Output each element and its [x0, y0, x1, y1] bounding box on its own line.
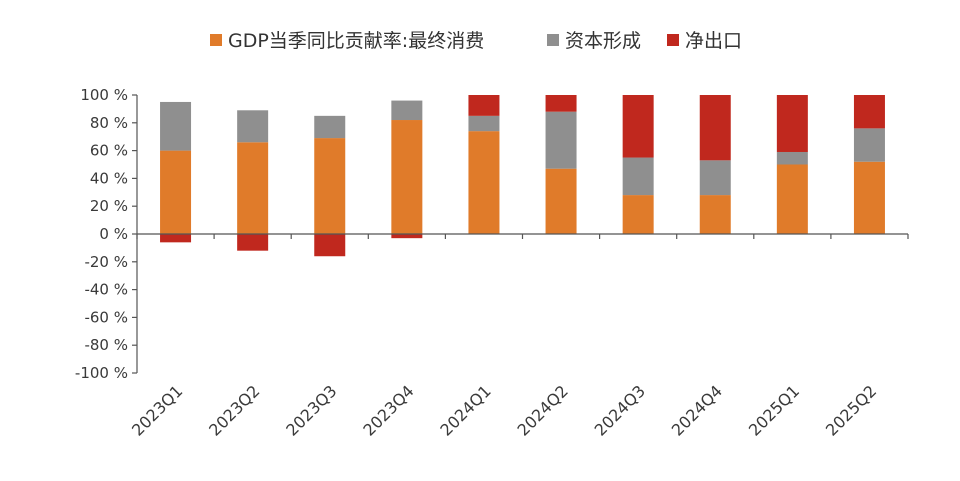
x-tick-label: 2024Q1	[436, 381, 494, 439]
legend-swatch-2	[547, 34, 559, 46]
x-tick-label: 2023Q4	[359, 381, 417, 439]
y-tick-label: 80 %	[90, 114, 128, 132]
bar-segment-3-2023Q2	[237, 234, 269, 251]
y-tick-label: 60 %	[90, 142, 128, 160]
bar-segment-1-2024Q4	[699, 195, 731, 234]
bar-segment-2-2025Q2	[853, 128, 885, 162]
y-tick-label: -80 %	[84, 336, 128, 354]
bar-segment-2-2024Q4	[699, 160, 731, 196]
x-tick-label: 2025Q2	[822, 381, 880, 439]
legend-swatch-1	[210, 34, 222, 46]
x-tick-label: 2024Q3	[591, 381, 649, 439]
y-tick-label: -40 %	[84, 281, 128, 299]
bar-segment-3-2023Q3	[314, 234, 346, 257]
bar-group-2025Q2	[853, 95, 885, 234]
y-tick-label: 100 %	[80, 86, 128, 104]
bar-segment-1-2025Q1	[776, 164, 808, 234]
x-tick-label: 2023Q3	[282, 381, 340, 439]
bar-segment-1-2023Q1	[160, 150, 192, 234]
bar-group-2023Q1	[160, 101, 192, 243]
x-tick-label: 2024Q4	[668, 381, 726, 439]
legend-label-3: 净出口	[685, 30, 742, 52]
bar-segment-2-2024Q2	[545, 111, 577, 169]
x-axis: 2023Q1 2023Q2 2023Q3 2023Q4 2024Q1 2024Q2 2024…	[128, 233, 909, 440]
legend-label-2: 资本形成	[565, 30, 641, 52]
bars	[160, 95, 885, 257]
bar-group-2024Q4	[699, 95, 731, 234]
bar-segment-3-2023Q1	[160, 234, 192, 243]
bar-segment-2-2023Q4	[391, 100, 423, 121]
y-tick-label: 20 %	[90, 197, 128, 215]
bar-group-2023Q3	[314, 115, 346, 257]
x-tick-label: 2023Q2	[205, 381, 263, 439]
bar-segment-1-2024Q1	[468, 131, 500, 234]
bar-segment-3-2024Q4	[699, 95, 731, 161]
bar-segment-2-2024Q1	[468, 115, 500, 132]
bar-segment-3-2024Q3	[622, 95, 654, 158]
bar-segment-3-2023Q4	[391, 234, 423, 239]
bar-segment-2-2023Q2	[237, 110, 269, 143]
bar-segment-3-2025Q1	[776, 95, 808, 152]
bar-segment-1-2023Q3	[314, 138, 346, 234]
bar-group-2024Q2	[545, 95, 577, 234]
y-tick-label: -100 %	[75, 364, 128, 382]
bar-segment-2-2023Q3	[314, 115, 346, 139]
bar-segment-2-2025Q1	[776, 151, 808, 165]
bar-segment-1-2024Q2	[545, 168, 577, 234]
bar-segment-3-2024Q2	[545, 95, 577, 112]
bar-segment-2-2023Q1	[160, 101, 192, 151]
bar-group-2024Q3	[622, 95, 654, 234]
bar-group-2023Q4	[391, 100, 423, 239]
legend-label-1: GDP当季同比贡献率:最终消费	[228, 30, 484, 52]
y-tick-label: 0 %	[99, 225, 128, 243]
x-tick-label: 2023Q1	[128, 381, 186, 439]
y-tick-label: -20 %	[84, 253, 128, 271]
bar-segment-2-2024Q3	[622, 157, 654, 196]
bar-segment-1-2024Q3	[622, 195, 654, 234]
x-tick-label: 2024Q2	[514, 381, 572, 439]
legend-swatch-3	[667, 34, 679, 46]
bar-segment-3-2024Q1	[468, 95, 500, 116]
y-tick-label: -60 %	[84, 308, 128, 326]
bar-segment-1-2023Q2	[237, 142, 269, 234]
legend: GDP当季同比贡献率:最终消费 资本形成 净出口	[210, 30, 742, 52]
x-tick-label: 2025Q1	[745, 381, 803, 439]
y-axis: 100 % 80 % 60 % 40 % 20 % 0 % -20 % -40 % -60 % -…	[75, 86, 138, 382]
bar-group-2023Q2	[237, 110, 269, 251]
bar-group-2024Q1	[468, 95, 500, 234]
bar-segment-1-2025Q2	[853, 161, 885, 234]
bar-segment-3-2025Q2	[853, 95, 885, 129]
y-tick-label: 40 %	[90, 169, 128, 187]
bar-segment-1-2023Q4	[391, 120, 423, 234]
bar-group-2025Q1	[776, 95, 808, 234]
